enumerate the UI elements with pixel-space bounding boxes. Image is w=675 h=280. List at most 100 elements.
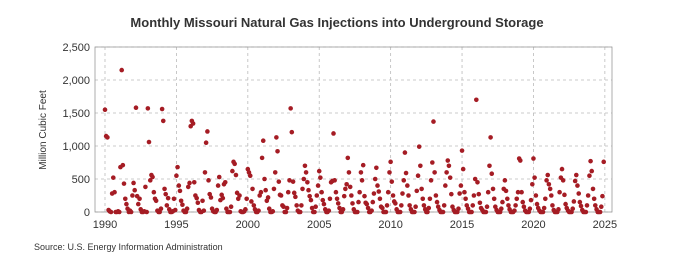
data-point (121, 181, 127, 186)
data-point (290, 179, 296, 184)
data-point (308, 197, 314, 203)
data-point (305, 180, 310, 185)
data-point (135, 201, 141, 207)
data-point (518, 158, 523, 163)
data-point (315, 183, 321, 188)
data-point (560, 178, 566, 183)
data-point (499, 206, 504, 211)
data-point (206, 178, 211, 183)
data-point (278, 193, 284, 198)
data-point (485, 189, 491, 195)
data-point (399, 203, 404, 208)
data-point (146, 139, 152, 145)
data-point (458, 183, 464, 188)
data-point (285, 189, 291, 195)
data-point (297, 209, 303, 215)
data-point (506, 203, 511, 208)
data-point (190, 121, 196, 126)
data-point (427, 196, 433, 202)
data-point (332, 178, 337, 183)
data-point (216, 174, 222, 180)
data-point (431, 119, 436, 124)
data-point (550, 203, 555, 208)
data-point (546, 181, 552, 187)
data-point (327, 196, 333, 202)
data-point (377, 196, 383, 202)
data-point (194, 195, 199, 201)
data-point (490, 186, 496, 192)
data-point (227, 209, 233, 215)
data-point (533, 193, 539, 198)
data-point (249, 199, 254, 204)
data-point (456, 206, 461, 211)
data-point (572, 178, 578, 184)
data-point (147, 178, 153, 183)
data-point (153, 198, 159, 204)
data-point (527, 206, 533, 211)
data-point (244, 196, 249, 202)
data-point (433, 193, 439, 198)
data-point (187, 180, 192, 186)
data-point (159, 106, 165, 112)
data-point (122, 196, 128, 202)
data-point (306, 187, 311, 193)
data-point (208, 195, 214, 200)
data-point (457, 191, 462, 196)
data-point (540, 209, 546, 215)
data-point (355, 209, 360, 215)
data-point (534, 201, 540, 207)
data-point (483, 209, 489, 215)
data-point (316, 168, 322, 174)
data-point (293, 194, 298, 200)
x-tick-label: 2010 (378, 219, 402, 231)
data-point (132, 187, 138, 193)
data-point (413, 204, 418, 210)
data-point (300, 186, 305, 192)
data-point (418, 163, 423, 169)
data-point (281, 204, 286, 210)
y-tick-label: 1,500 (62, 108, 90, 120)
y-tick-label: 1,000 (62, 141, 90, 153)
data-point (359, 178, 365, 183)
data-point (376, 189, 382, 194)
data-point (358, 170, 364, 175)
data-point (520, 199, 526, 205)
data-point (143, 184, 148, 190)
data-point (547, 186, 553, 192)
data-point (592, 203, 598, 208)
data-point (393, 201, 398, 206)
data-point (131, 180, 136, 186)
data-point (420, 196, 426, 202)
data-point (220, 195, 226, 201)
data-point (116, 209, 122, 215)
x-tick-label: 1990 (93, 219, 117, 231)
data-point (519, 189, 524, 195)
data-point (375, 183, 380, 188)
data-point (385, 189, 391, 195)
data-point (387, 170, 392, 175)
data-point (200, 198, 205, 204)
data-point (469, 209, 474, 215)
data-point (426, 205, 432, 211)
data-point (360, 162, 366, 168)
data-point (559, 166, 565, 172)
data-point (601, 159, 607, 165)
data-point (400, 191, 405, 196)
data-point (312, 209, 317, 215)
data-point (543, 196, 548, 202)
data-point (541, 205, 547, 211)
data-point (163, 191, 168, 197)
data-point (441, 203, 447, 208)
data-point (177, 188, 183, 194)
data-point (350, 201, 355, 206)
data-point (489, 171, 495, 177)
data-point (474, 97, 479, 103)
data-point (407, 203, 412, 208)
data-point (403, 170, 409, 176)
data-point (232, 161, 237, 167)
data-point (275, 148, 280, 154)
data-point (430, 160, 435, 165)
data-point (320, 197, 326, 203)
data-point (270, 209, 276, 214)
data-point (309, 205, 315, 211)
